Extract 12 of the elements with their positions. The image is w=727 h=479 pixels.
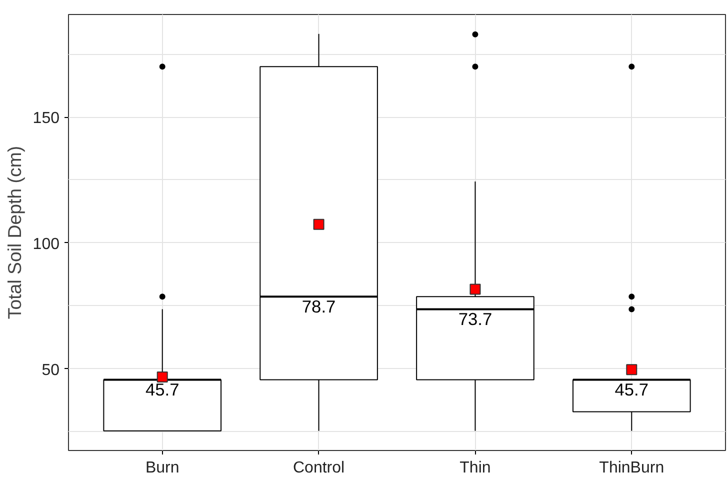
x-tick-label: Control xyxy=(292,460,345,476)
x-tick-label: ThinBurn xyxy=(599,460,664,476)
annotation: 78.7 xyxy=(302,296,336,317)
annotation: 73.7 xyxy=(458,309,492,330)
y-tick-label: 150 xyxy=(32,110,60,128)
y-axis-title: Total Soil Depth (cm) xyxy=(4,146,25,320)
annotation: 45.7 xyxy=(145,380,180,400)
x-tick-label: Burn xyxy=(145,460,180,476)
y-tick-label: 50 xyxy=(42,362,60,379)
annotation: 45.7 xyxy=(614,380,649,400)
x-tick-label: Thin xyxy=(460,460,491,476)
y-tick-label: 100 xyxy=(32,236,60,253)
